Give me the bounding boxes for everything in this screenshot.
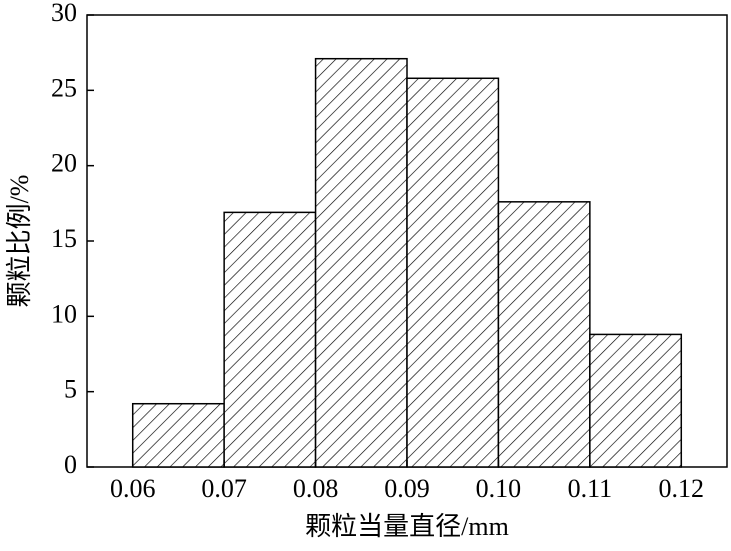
x-tick-label: 0.06 — [110, 474, 156, 503]
bar — [589, 333, 683, 468]
bar — [223, 211, 317, 468]
y-tick-label: 10 — [51, 299, 77, 328]
y-tick-label: 25 — [51, 73, 77, 102]
y-tick-label: 30 — [51, 0, 77, 27]
x-tick-label: 0.09 — [384, 474, 430, 503]
y-tick-label: 0 — [64, 450, 77, 479]
x-axis-label: 颗粒当量直径/mm — [305, 512, 509, 541]
bar — [131, 402, 225, 468]
y-tick-label: 5 — [64, 375, 77, 404]
y-axis-label: 颗粒比例/% — [5, 175, 34, 308]
bar — [314, 57, 408, 468]
y-tick-label: 15 — [51, 224, 77, 253]
x-tick-label: 0.12 — [659, 474, 705, 503]
bar — [497, 201, 591, 468]
y-tick-label: 20 — [51, 149, 77, 178]
bar — [406, 77, 500, 468]
x-tick-label: 0.11 — [568, 474, 613, 503]
x-tick-label: 0.07 — [201, 474, 247, 503]
x-tick-label: 0.08 — [293, 474, 339, 503]
x-tick-label: 0.10 — [476, 474, 522, 503]
